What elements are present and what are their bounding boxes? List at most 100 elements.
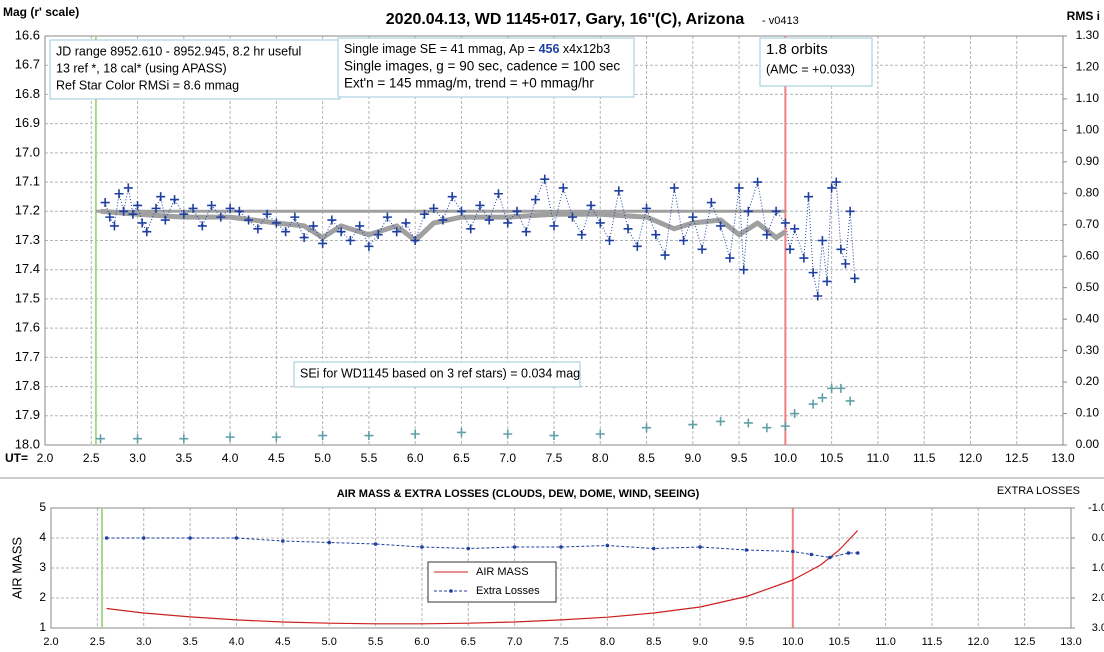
y2-axis-label: RMS i [1067, 9, 1100, 23]
legend-label: Extra Losses [476, 585, 540, 597]
y-tick-label: 17.2 [15, 203, 40, 218]
series [96, 383, 855, 444]
marker [841, 259, 851, 269]
marker [827, 383, 837, 393]
marker [698, 545, 702, 549]
marker [216, 212, 226, 222]
annotation-text: (AMC = +0.033) [766, 62, 855, 76]
marker [373, 542, 378, 546]
marker [96, 434, 106, 444]
y-tick-label: 17.6 [15, 320, 40, 335]
x-tick-label: 5.5 [361, 451, 378, 465]
marker [318, 431, 328, 441]
marker [790, 409, 800, 419]
series-line [100, 208, 787, 243]
y2-tick-label: 0.40 [1076, 311, 1100, 325]
x-tick-label: 9.5 [731, 451, 748, 465]
annotation-box [49, 39, 341, 100]
y2-tick-label: 0.70 [1076, 217, 1100, 231]
x-tick-label: 12.0 [959, 451, 983, 465]
x-tick-label: 2.0 [43, 636, 58, 648]
y-tick-label: 16.8 [15, 86, 40, 101]
y-tick-label: 18.0 [15, 436, 40, 451]
marker [234, 536, 239, 540]
marker [605, 236, 615, 245]
y2-tick-label: 0.0 [1092, 532, 1104, 544]
marker [484, 215, 494, 225]
marker [410, 429, 420, 439]
marker [447, 192, 457, 202]
annotation-box [293, 361, 581, 388]
x-tick-label: 5.5 [368, 636, 383, 648]
marker [281, 539, 285, 543]
marker [679, 236, 689, 245]
y2-tick-label: 0.90 [1076, 154, 1100, 168]
marker [225, 432, 235, 442]
marker [808, 268, 818, 278]
marker [614, 186, 624, 196]
x-tick-label: 10.5 [820, 451, 844, 465]
marker [345, 236, 355, 245]
marker [281, 227, 291, 237]
y-tick-label: 17.4 [15, 261, 40, 276]
legend-label: AIR MASS [476, 566, 529, 578]
marker [410, 236, 420, 245]
marker [651, 546, 656, 551]
marker [790, 224, 800, 234]
marker [253, 224, 263, 234]
marker [632, 241, 642, 251]
x-tick-label: 11.0 [867, 451, 890, 465]
chart-title: AIR MASS & EXTRA LOSSES (CLOUDS, DEW, DO… [337, 488, 700, 500]
y-tick-label: 5 [39, 500, 46, 514]
marker [771, 206, 781, 216]
y2-tick-label: 1.10 [1076, 91, 1100, 105]
x-tick-label: 12.5 [1014, 636, 1035, 648]
x-tick-label: 4.5 [275, 636, 290, 648]
y-tick-label: 17.3 [15, 232, 40, 247]
marker [262, 209, 272, 219]
y2-tick-label: 2.0 [1092, 592, 1104, 604]
marker [466, 224, 476, 234]
marker [151, 203, 161, 213]
y2-tick-label: 0.00 [1076, 437, 1100, 451]
y2-tick-label: 0.80 [1076, 185, 1100, 199]
marker [493, 189, 503, 199]
x-tick-label: 5.0 [314, 451, 331, 465]
marker [456, 206, 466, 216]
marker [836, 383, 846, 393]
marker [827, 183, 837, 193]
marker [170, 195, 180, 205]
x-tick-label: 4.0 [222, 451, 239, 465]
marker [845, 396, 855, 406]
marker [734, 183, 744, 193]
x-tick-label: 9.5 [739, 636, 754, 648]
marker [549, 221, 559, 231]
marker [813, 291, 823, 301]
y2-tick-label: 1.20 [1076, 60, 1100, 74]
marker [706, 198, 716, 208]
y-tick-label: 16.9 [15, 115, 40, 130]
y2-tick-label: 1.0 [1092, 562, 1104, 574]
x-tick-label: 2.5 [90, 636, 105, 648]
x-tick-label: 3.5 [182, 636, 197, 648]
y-tick-label: 17.1 [15, 174, 40, 189]
x-tick-label: 7.0 [507, 636, 522, 648]
marker [716, 221, 726, 231]
marker [197, 221, 207, 231]
marker [156, 192, 166, 202]
marker [605, 543, 610, 548]
marker [438, 215, 448, 225]
marker [660, 250, 670, 260]
marker [568, 212, 578, 222]
annotation-text: Single images, g = 90 sec, cadence = 100… [344, 59, 620, 74]
marker [512, 545, 517, 549]
marker [336, 227, 346, 237]
y-tick-label: 4 [39, 530, 46, 544]
x-tick-label: 2.0 [37, 451, 54, 465]
x-tick-label: 4.0 [229, 636, 244, 648]
marker [128, 209, 138, 219]
y2-tick-label: 1.30 [1076, 28, 1100, 42]
marker [642, 203, 652, 213]
y2-tick-label: 3.0 [1092, 622, 1104, 634]
legend-box [427, 561, 557, 603]
